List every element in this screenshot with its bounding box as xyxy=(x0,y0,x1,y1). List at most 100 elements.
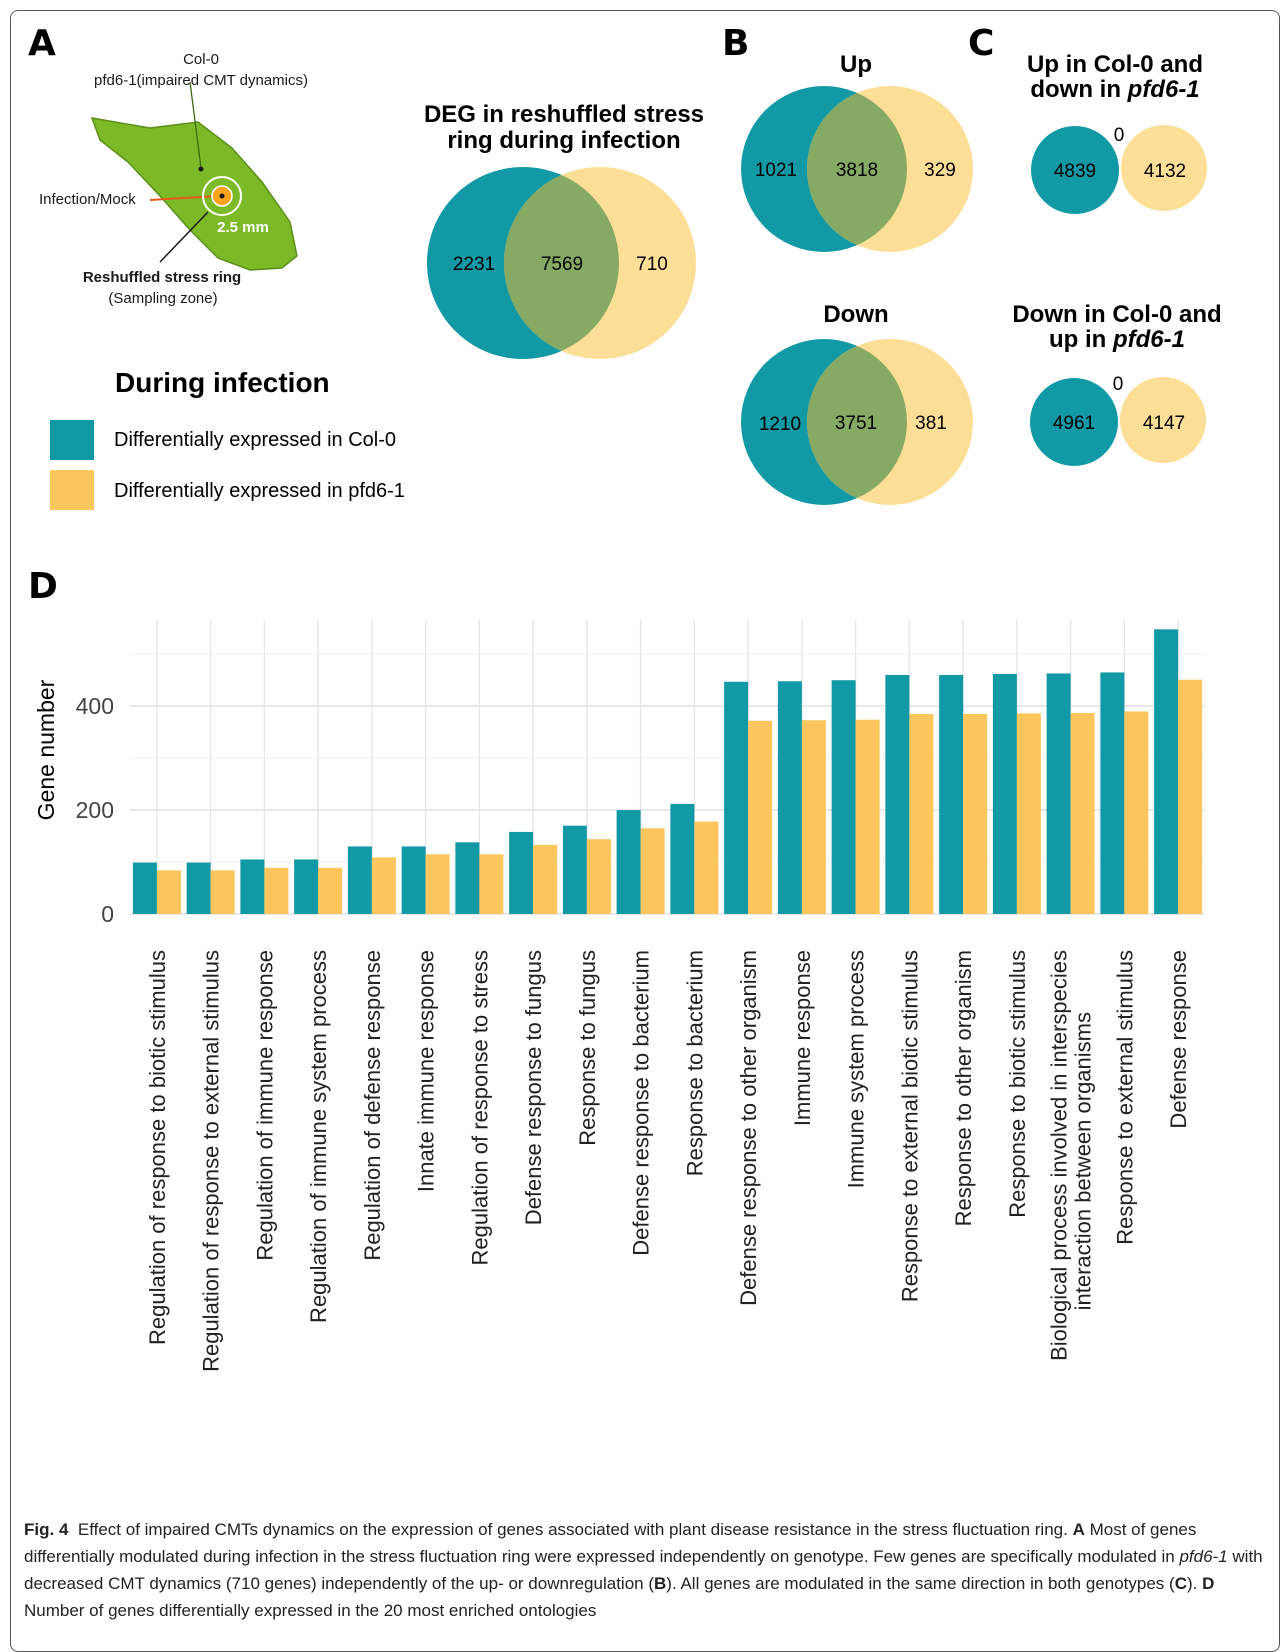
caption-s4: ). All genes are modulated in the same d… xyxy=(666,1574,1175,1593)
x-tick-label: Regulation of response to stress xyxy=(467,950,492,1266)
bar-col0 xyxy=(724,681,749,914)
venn-c-top-title-2: down in pfd6-1 xyxy=(1030,76,1199,103)
x-tick-label: Response to external biotic stimulus xyxy=(897,950,922,1302)
bar-pfd6 xyxy=(479,854,504,914)
x-tick-label: Regulation of response to biotic stimulu… xyxy=(145,950,170,1345)
bar-pfd6 xyxy=(748,720,773,914)
leaf-shape xyxy=(90,117,298,271)
venn-a: 2231 7569 710 xyxy=(427,167,696,359)
bar-pfd6 xyxy=(371,857,396,914)
bar-col0 xyxy=(401,846,426,914)
venn-up: 1021 3818 329 xyxy=(741,86,973,252)
bar-col0 xyxy=(186,862,211,914)
x-tick-label: Defense response to other organism xyxy=(736,950,761,1306)
leaf-illustration: 2.5 mm xyxy=(90,81,298,271)
x-tick-label: Response to fungus xyxy=(575,950,600,1146)
caption-ref-a: A xyxy=(1072,1520,1085,1539)
bar-pfd6 xyxy=(694,821,719,914)
venn-c-top-col0-circle xyxy=(1031,126,1119,214)
legend-pfd6-swatch xyxy=(50,470,94,510)
caption-ref-c: C xyxy=(1174,1574,1187,1593)
x-tick-label: Regulation of defense response xyxy=(360,950,385,1261)
scale-label: 2.5 mm xyxy=(217,219,269,236)
venn-down-overlap-value: 3751 xyxy=(835,413,877,434)
bar-col0 xyxy=(455,842,480,914)
bar-pfd6 xyxy=(264,867,289,914)
venn-up-overlap-value: 3818 xyxy=(836,160,878,181)
bar-col0 xyxy=(831,680,856,914)
venn-c-top-title-1: Up in Col-0 and xyxy=(1027,51,1203,78)
x-tick-label: Immune system process xyxy=(844,950,869,1188)
x-tick-label: Biological process involved in interspec… xyxy=(1047,950,1096,1361)
x-tick-label: Response to other organism xyxy=(951,950,976,1226)
bar-pfd6 xyxy=(963,713,988,914)
venn-c-top: 0 4839 4132 xyxy=(1031,125,1207,214)
chart-bars xyxy=(132,629,1203,914)
bar-pfd6 xyxy=(1178,679,1203,914)
venn-down-left-value: 1210 xyxy=(759,414,801,435)
caption-fig-label: Fig. 4 xyxy=(24,1520,69,1539)
x-tick-label: Response to external stimulus xyxy=(1112,950,1137,1245)
bar-pfd6 xyxy=(1070,712,1095,914)
caption-ref-d: D xyxy=(1202,1574,1215,1593)
venn-down: 1210 3751 381 xyxy=(741,339,973,505)
label-col0: Col-0 xyxy=(183,51,219,68)
venn-c-top-right-value: 4132 xyxy=(1144,161,1186,182)
bar-col0 xyxy=(992,673,1017,914)
bar-col0 xyxy=(347,846,372,914)
venn-c-bottom-title-2: up in pfd6-1 xyxy=(1049,326,1185,353)
venn-c-bottom-right-value: 4147 xyxy=(1143,413,1185,434)
bar-pfd6 xyxy=(586,839,611,914)
caption-s1: Effect of impaired CMTs dynamics on the … xyxy=(77,1520,1068,1539)
panel-c-letter: C xyxy=(968,23,994,64)
bar-col0 xyxy=(294,859,319,914)
bar-pfd6 xyxy=(533,844,558,914)
venn-c-bottom-title-1: Down in Col-0 and xyxy=(1012,301,1221,328)
stress-ring-outer xyxy=(202,176,242,216)
x-tick-label: Innate immune response xyxy=(414,950,439,1192)
bar-col0 xyxy=(509,831,534,914)
chart-y-ticks: 0 200 400 xyxy=(76,693,114,927)
chart-grid xyxy=(130,620,1205,915)
bar-chart: D 0 200 400 Regulation of response to biot… xyxy=(28,566,1205,1372)
venn-c-top-pfd6-circle xyxy=(1121,125,1207,211)
caption-pfd: pfd6-1 xyxy=(1179,1547,1228,1566)
caption-ref-b: B xyxy=(654,1574,667,1593)
x-tick-label: Response to biotic stimulus xyxy=(1005,950,1030,1218)
panel-d-letter-chart: D xyxy=(28,566,58,607)
bar-col0 xyxy=(885,675,910,914)
venn-a-title-1: DEG in reshuffled stress xyxy=(424,101,704,128)
panels-abc: A B C 2.5 mm Col-0 pfd6-1(impaired CMT d… xyxy=(28,23,1222,510)
bar-col0 xyxy=(132,862,157,914)
bar-col0 xyxy=(562,825,587,914)
venn-a-title-2: ring during infection xyxy=(447,127,680,154)
bar-pfd6 xyxy=(909,713,934,914)
label-ring: Reshuffled stress ring xyxy=(83,269,241,286)
x-tick-label: Defense response to fungus xyxy=(521,950,546,1225)
bar-col0 xyxy=(670,803,695,914)
x-tick-label: Defense response xyxy=(1166,950,1191,1129)
venn-c-bottom-col0-circle xyxy=(1030,378,1118,466)
venn-up-title: Up xyxy=(840,51,872,78)
bar-pfd6 xyxy=(318,867,343,914)
label-infection: Infection/Mock xyxy=(39,191,136,208)
venn-a-overlap-value: 7569 xyxy=(541,254,583,275)
venn-down-right-value: 381 xyxy=(915,413,947,434)
bar-col0 xyxy=(616,810,641,914)
venn-down-overlap xyxy=(807,339,907,505)
bar-pfd6 xyxy=(156,870,181,914)
bar-col0 xyxy=(1046,673,1071,914)
figure-caption: Fig. 4 Effect of impaired CMTs dynamics … xyxy=(24,1516,1274,1624)
chart-x-ticks: Regulation of response to biotic stimulu… xyxy=(145,950,1191,1372)
x-tick-label: Defense response to bacterium xyxy=(629,950,654,1256)
y-tick-label: 400 xyxy=(76,693,114,719)
x-tick-label: Regulation of immune response xyxy=(252,950,277,1261)
caption-s2: Most of genes differentially modulated d… xyxy=(24,1520,1197,1566)
venn-a-right-value: 710 xyxy=(636,254,668,275)
y-axis-label: Gene number xyxy=(33,679,59,820)
bar-col0 xyxy=(777,681,802,914)
label-zone: (Sampling zone) xyxy=(108,290,217,307)
bar-pfd6 xyxy=(855,719,880,914)
venn-up-left-value: 1021 xyxy=(755,160,797,181)
venn-c-bottom-pfd6-circle xyxy=(1120,377,1206,463)
